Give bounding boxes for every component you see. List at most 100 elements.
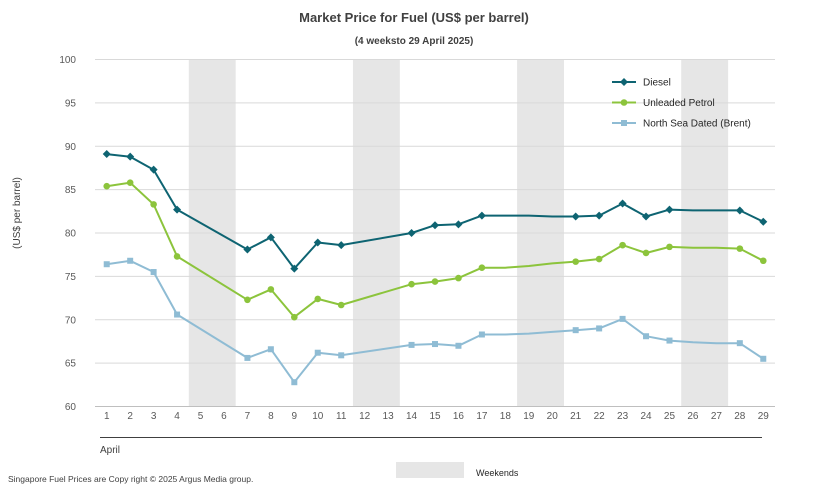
x-tick-label: 7: [245, 411, 251, 422]
x-tick-label: 26: [687, 411, 699, 422]
series-3: [103, 257, 767, 386]
data-point: [173, 205, 182, 214]
x-tick-label: 10: [312, 411, 324, 422]
data-point: [126, 179, 134, 186]
legend-label: Diesel: [643, 78, 671, 89]
data-point: [595, 211, 604, 220]
x-tick-label: 8: [268, 411, 274, 422]
data-point: [431, 221, 439, 230]
y-axis-label: (US$ per barrel): [12, 177, 23, 249]
x-tick-label: 19: [523, 411, 535, 422]
x-tick-label: 22: [594, 411, 606, 422]
data-point: [408, 280, 415, 288]
data-point: [173, 253, 181, 260]
data-point: [596, 325, 603, 332]
data-point: [735, 206, 744, 215]
data-point: [408, 341, 415, 348]
data-point: [244, 354, 251, 361]
y-tick-label: 85: [65, 185, 77, 196]
data-point: [572, 327, 579, 334]
x-tick-label: 6: [221, 411, 227, 422]
legend-marker: [620, 78, 628, 86]
data-point: [267, 286, 275, 293]
x-tick-label: 18: [500, 411, 512, 422]
x-tick-label: 16: [453, 411, 465, 422]
x-tick-labels: 1 2 3 4 5 6 7 8 9 10 11 12 13 14 15 16 17 18 19 20 21 22 23 24 2…: [104, 411, 769, 422]
data-point: [618, 199, 627, 208]
data-point: [455, 342, 462, 349]
y-tick-labels: 60 65 70 75 80 85 90 95 100: [59, 55, 76, 413]
data-point: [150, 269, 157, 276]
series-2: [103, 179, 767, 321]
data-point: [619, 241, 626, 249]
gridlines: [95, 59, 775, 407]
x-tick-label: 11: [336, 411, 347, 422]
data-point: [736, 245, 744, 252]
y-tick-label: 90: [65, 142, 77, 153]
data-point: [290, 264, 299, 273]
y-tick-label: 75: [65, 272, 77, 283]
data-point: [337, 301, 345, 309]
data-point: [454, 220, 463, 229]
legend-label: Unleaded Petrol: [643, 98, 715, 109]
x-tick-label: 12: [359, 411, 371, 422]
data-point: [643, 333, 650, 340]
data-point: [126, 152, 135, 161]
data-point: [478, 264, 486, 272]
data-point: [571, 212, 580, 221]
data-point: [666, 337, 673, 344]
data-point: [149, 165, 158, 174]
data-point: [337, 241, 346, 250]
data-point: [313, 238, 322, 247]
data-point: [619, 315, 626, 322]
data-point: [759, 257, 767, 265]
x-tick-label: 27: [711, 411, 723, 422]
x-tick-label: 14: [406, 411, 418, 422]
x-tick-label: 2: [127, 411, 133, 422]
data-point: [665, 205, 674, 214]
chart-subtitle: (4 weeksto 29 April 2025): [355, 36, 474, 47]
data-point: [407, 229, 416, 237]
data-point: [338, 352, 345, 359]
data-point: [759, 217, 768, 226]
weekends-legend-swatch: [396, 462, 464, 478]
data-point: [150, 201, 157, 208]
x-tick-label: 25: [664, 411, 676, 422]
y-tick-label: 60: [65, 402, 77, 413]
data-point: [244, 296, 251, 304]
y-tick-label: 65: [65, 359, 77, 370]
x-tick-label: 13: [383, 411, 395, 422]
y-tick-label: 80: [65, 229, 77, 240]
x-tick-label: 24: [640, 411, 652, 422]
data-point: [760, 355, 767, 362]
data-point: [291, 379, 298, 386]
data-point: [736, 340, 743, 347]
x-tick-label: 17: [476, 411, 488, 422]
data-point: [642, 212, 651, 221]
data-point: [666, 243, 673, 251]
x-tick-label: 5: [198, 411, 204, 422]
data-point: [455, 274, 462, 282]
x-tick-label: 21: [570, 411, 582, 422]
weekends-legend-label: Weekends: [476, 468, 519, 478]
series-1: [102, 150, 768, 273]
legend: Diesel Unleaded Petrol North Sea Dated (Br…: [612, 78, 751, 130]
x-tick-label: 4: [174, 411, 180, 422]
data-point: [102, 150, 111, 159]
y-tick-label: 100: [59, 55, 76, 66]
data-point: [314, 295, 322, 303]
data-point: [314, 349, 321, 356]
x-tick-label: 9: [292, 411, 298, 422]
data-point: [572, 258, 579, 265]
data-point: [595, 255, 603, 263]
data-point: [267, 346, 274, 353]
copyright-footer: Singapore Fuel Prices are Copy right © 2…: [8, 474, 253, 484]
x-tick-label: 15: [429, 411, 441, 422]
x-tick-label: 23: [617, 411, 629, 422]
x-tick-label: 20: [547, 411, 559, 422]
data-point: [291, 313, 298, 321]
data-point: [103, 182, 111, 190]
data-point: [266, 233, 275, 242]
data-point: [103, 261, 110, 268]
